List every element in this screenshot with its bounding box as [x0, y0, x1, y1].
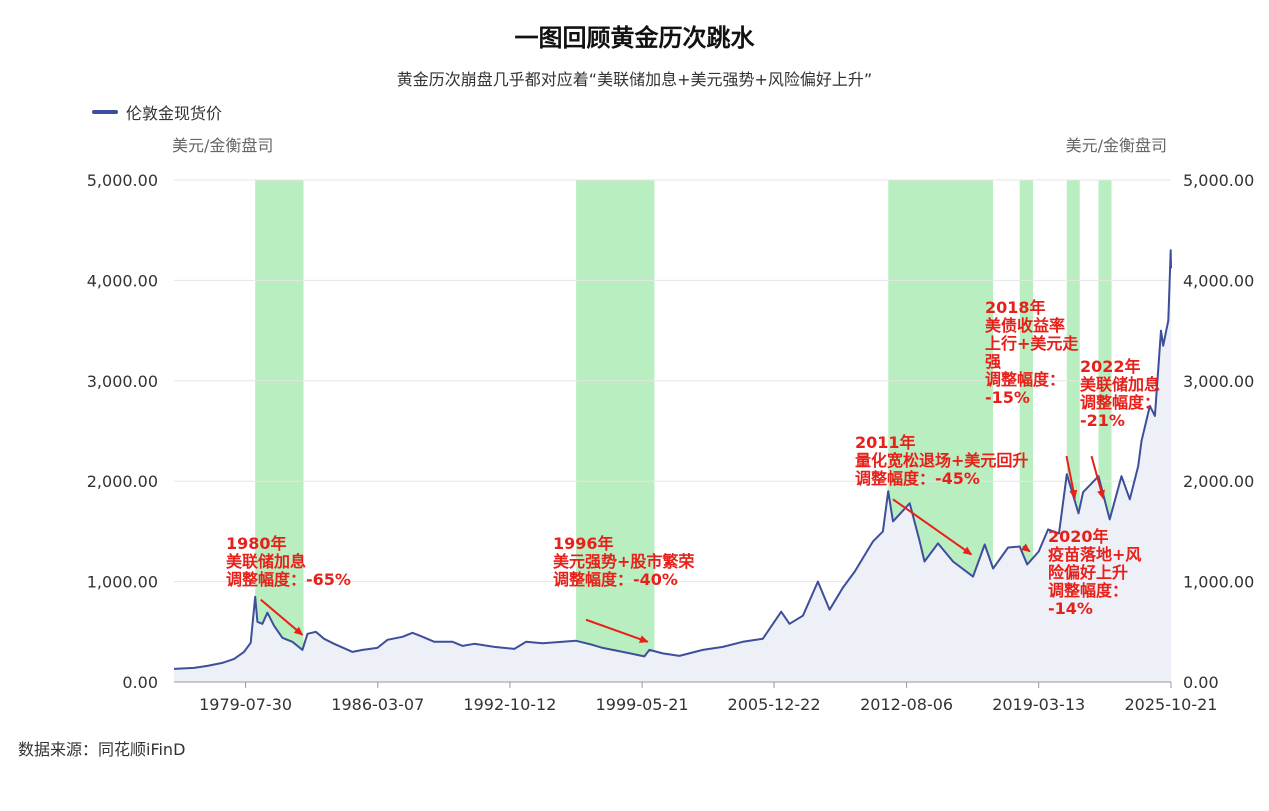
y-tick-label-left: 3,000.00: [87, 372, 158, 391]
y-axis-unit-left: 美元/金衡盘司: [172, 136, 274, 155]
annotation-line: 2022年: [1080, 357, 1141, 376]
annotation-text: 2022年美联储加息调整幅度：-21%: [1080, 357, 1160, 430]
annotation-line: 调整幅度：-65%: [226, 570, 351, 589]
shaded-periods: [255, 180, 1112, 682]
x-tick-label: 1986-03-07: [331, 695, 424, 714]
x-tick-label: 1999-05-21: [596, 695, 689, 714]
annotation-line: 险偏好上升: [1048, 563, 1128, 582]
annotation-line: 2020年: [1048, 527, 1109, 546]
legend-line-swatch: [92, 110, 118, 114]
annotation-line: 2018年: [985, 298, 1046, 317]
annotation-line: 美元强势+股市繁荣: [553, 552, 694, 571]
annotation-line: 调整幅度：: [985, 370, 1065, 389]
annotation-arrow: [1020, 543, 1031, 553]
y-tick-label-left: 2,000.00: [87, 472, 158, 491]
annotation-line: 上行+美元走: [985, 334, 1078, 353]
annotation-text: 2020年疫苗落地+风险偏好上升调整幅度：-14%: [1048, 527, 1141, 618]
annotation-text: 2011年量化宽松退场+美元回升调整幅度：-45%: [855, 433, 1028, 488]
annotation-text: 2018年美债收益率上行+美元走强调整幅度：-15%: [985, 298, 1078, 407]
y-tick-label-left: 1,000.00: [87, 573, 158, 592]
annotation-text: 1996年美元强势+股市繁荣调整幅度：-40%: [553, 534, 694, 589]
x-tick-label: 2019-03-13: [992, 695, 1085, 714]
annotation-line: 1980年: [226, 534, 287, 553]
y-axis-unit-right: 美元/金衡盘司: [1065, 136, 1167, 155]
annotation-line: -14%: [1048, 599, 1093, 618]
x-tick-label: 2025-10-21: [1125, 695, 1218, 714]
y-tick-label-right: 4,000.00: [1183, 271, 1254, 290]
x-tick-label: 1992-10-12: [463, 695, 556, 714]
annotation-line: 美债收益率: [985, 316, 1065, 335]
annotation-line: 1996年: [553, 534, 614, 553]
y-tick-label-left: 0.00: [122, 673, 158, 692]
x-tick-label: 1979-07-30: [199, 695, 292, 714]
shaded-period: [576, 180, 655, 682]
price-area-fill: [174, 250, 1171, 683]
shaded-period: [255, 180, 304, 682]
annotation-line: -21%: [1080, 411, 1125, 430]
annotations: 1980年美联储加息调整幅度：-65%1996年美元强势+股市繁荣调整幅度：-4…: [226, 298, 1160, 643]
chart-subtitle: 黄金历次崩盘几乎都对应着“美联储加息+美元强势+风险偏好上升”: [396, 70, 873, 89]
y-tick-label-right: 2,000.00: [1183, 472, 1254, 491]
annotation-arrow: [1090, 455, 1105, 500]
annotation-line: 疫苗落地+风: [1048, 545, 1141, 564]
y-axis-right-ticks: 0.00 1,000.00 2,000.00 3,000.00 4,000.00 5,00…: [1183, 171, 1254, 692]
y-tick-label-right: 3,000.00: [1183, 372, 1254, 391]
annotation-line: 美联储加息: [1080, 375, 1160, 394]
annotation-arrow: [260, 598, 304, 636]
chart-title: 一图回顾黄金历次跳水: [514, 24, 755, 52]
y-tick-label-right: 5,000.00: [1183, 171, 1254, 190]
annotation-line: 强: [985, 352, 1001, 371]
y-tick-label-right: 1,000.00: [1183, 573, 1254, 592]
x-axis-ticks: 1979-07-30 1986-03-07 1992-10-12 1999-05-21…: [199, 682, 1217, 714]
annotation-line: 调整幅度：: [1048, 581, 1128, 600]
annotation-arrow: [892, 498, 973, 556]
y-axis-left-ticks: 0.00 1,000.00 2,000.00 3,000.00 4,000.00 5,00…: [87, 171, 158, 692]
annotation-line: 量化宽松退场+美元回升: [855, 451, 1028, 470]
annotation-line: 2011年: [855, 433, 916, 452]
data-source: 数据来源：同花顺iFinD: [18, 740, 186, 759]
annotation-line: 调整幅度：: [1080, 393, 1160, 412]
y-tick-label-left: 4,000.00: [87, 271, 158, 290]
annotation-line: -15%: [985, 388, 1030, 407]
y-tick-label-left: 5,000.00: [87, 171, 158, 190]
annotation-arrow: [1065, 455, 1078, 500]
x-tick-label: 2005-12-22: [728, 695, 821, 714]
legend-label: 伦敦金现货价: [126, 104, 223, 123]
x-tick-label: 2012-08-06: [860, 695, 953, 714]
annotation-line: 美联储加息: [226, 552, 306, 571]
annotation-line: 调整幅度：-45%: [855, 469, 980, 488]
annotation-line: 调整幅度：-40%: [553, 570, 678, 589]
legend[interactable]: 伦敦金现货价: [92, 100, 222, 124]
gold-price-line: [173, 249, 1172, 670]
annotation-arrow: [585, 618, 649, 643]
annotation-text: 1980年美联储加息调整幅度：-65%: [226, 534, 351, 589]
y-tick-label-right: 0.00: [1183, 673, 1219, 692]
